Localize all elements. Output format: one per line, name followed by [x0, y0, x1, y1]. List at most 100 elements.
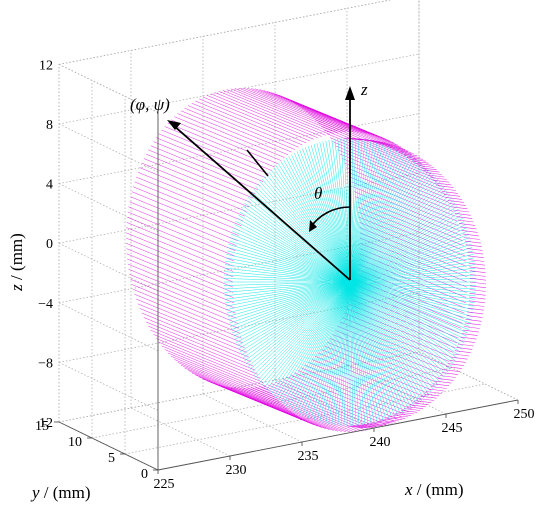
series-a-rim [404, 408, 421, 411]
x-tick-label: 245 [442, 421, 463, 436]
series-a-rim [386, 417, 403, 420]
series-b-ray [349, 138, 366, 283]
series-a-ray [206, 95, 314, 140]
series-a-rim [468, 304, 485, 307]
z-tick-label: 8 [46, 118, 53, 133]
grid-line [58, 113, 420, 184]
series-b-ray [246, 200, 351, 283]
series-a-rim [453, 209, 470, 213]
y-axis-title-var: y [30, 483, 40, 502]
x-axis-title: x / (mm) [404, 480, 464, 499]
y-tick-label: 0 [141, 467, 148, 482]
series-b-ray [244, 281, 351, 362]
series-a-ray [321, 126, 429, 171]
series-b-ray [349, 281, 473, 317]
y-tick-label: 5 [108, 451, 115, 466]
series-b-ray [349, 281, 409, 410]
series-b-ray [349, 281, 387, 421]
series-b-ray [349, 281, 467, 337]
series-a-ray [126, 222, 234, 267]
series-b-ray [227, 281, 351, 317]
series-a-ray [191, 102, 299, 148]
series-a-ray [324, 345, 432, 391]
series-b-ray [349, 143, 384, 283]
series-a-ray [188, 105, 296, 150]
series-b-ray [349, 171, 432, 283]
series-a-ray [335, 145, 443, 190]
series-a-ray [230, 88, 338, 134]
series-b-ray [349, 191, 449, 283]
series-a-rim [370, 422, 387, 426]
series-b-ray [349, 183, 443, 283]
series-a-ray [311, 116, 419, 161]
series-b-ray [229, 240, 351, 283]
series-a-rim [447, 363, 464, 366]
series-b-ray [349, 233, 469, 283]
grid-line [124, 383, 486, 455]
series-a-ray [247, 87, 355, 133]
series-b-ray [293, 152, 351, 283]
series-b-ray [264, 176, 351, 283]
series-a-rim [451, 356, 468, 360]
series-a-rim [435, 380, 452, 384]
series-b-ray [293, 281, 351, 412]
series-a-ray [251, 88, 359, 133]
series-a-ray [137, 171, 245, 217]
series-a-ray [238, 87, 346, 133]
series-b-ray [349, 186, 445, 283]
series-a-rim [376, 142, 393, 146]
grid-line [58, 242, 159, 292]
series-a-ray [290, 100, 398, 146]
series-a-ray [128, 268, 236, 314]
series-a-ray [329, 338, 437, 383]
series-b-ray [349, 281, 458, 359]
series-a-ray [247, 387, 355, 433]
series-a-rim [443, 369, 461, 372]
z-annotation-label: z [360, 80, 368, 99]
series-a-rim [469, 270, 486, 273]
series-a-ray [180, 110, 289, 156]
series-a-ray [234, 387, 342, 432]
y-axis-title: y / (mm) [30, 483, 91, 502]
series-b-ray [334, 281, 351, 426]
series-b-ray [224, 281, 351, 297]
series-a-rim [373, 421, 390, 425]
series-a-rim [466, 315, 483, 318]
series-a-rim [423, 169, 440, 173]
series-b-ray [349, 281, 427, 397]
series-a-ray [324, 129, 432, 175]
series-a-ray [255, 386, 363, 432]
annotation-arrows [167, 86, 355, 281]
z-axis-title-unit: / (mm) [7, 233, 26, 284]
series-b-ray [225, 260, 351, 283]
series-b-ray [239, 281, 351, 353]
series-a-ray [234, 88, 342, 133]
series-b-ray [349, 227, 467, 283]
series-a-rim [461, 333, 478, 336]
series-b-ray [349, 224, 466, 283]
series-b-ray [349, 138, 363, 283]
series-b-ray [349, 176, 436, 283]
series-b-ray [349, 197, 453, 283]
series-b-ray [325, 281, 351, 424]
series-a-rim [469, 281, 487, 285]
series-b-ray [349, 281, 462, 350]
chart-axes [54, 0, 519, 474]
series-a-ray [177, 362, 285, 407]
series-a-rim [468, 262, 485, 266]
series-a-ray [202, 378, 311, 424]
series-b-ray [349, 165, 425, 283]
series-a-ray [359, 248, 467, 293]
series-a-rim [467, 311, 484, 315]
series-b-ray [346, 281, 351, 427]
series-b-ray [340, 281, 351, 426]
x-tick-label: 235 [298, 449, 319, 464]
series-a-rim [373, 141, 390, 145]
series-b-ray [349, 281, 357, 426]
series-b-ray [349, 281, 476, 297]
series-a-rim [360, 424, 377, 428]
series-b-ray [349, 211, 461, 283]
series-b-ray [349, 281, 447, 376]
series-b-ray [232, 230, 351, 283]
x-tick-label: 240 [370, 435, 391, 450]
